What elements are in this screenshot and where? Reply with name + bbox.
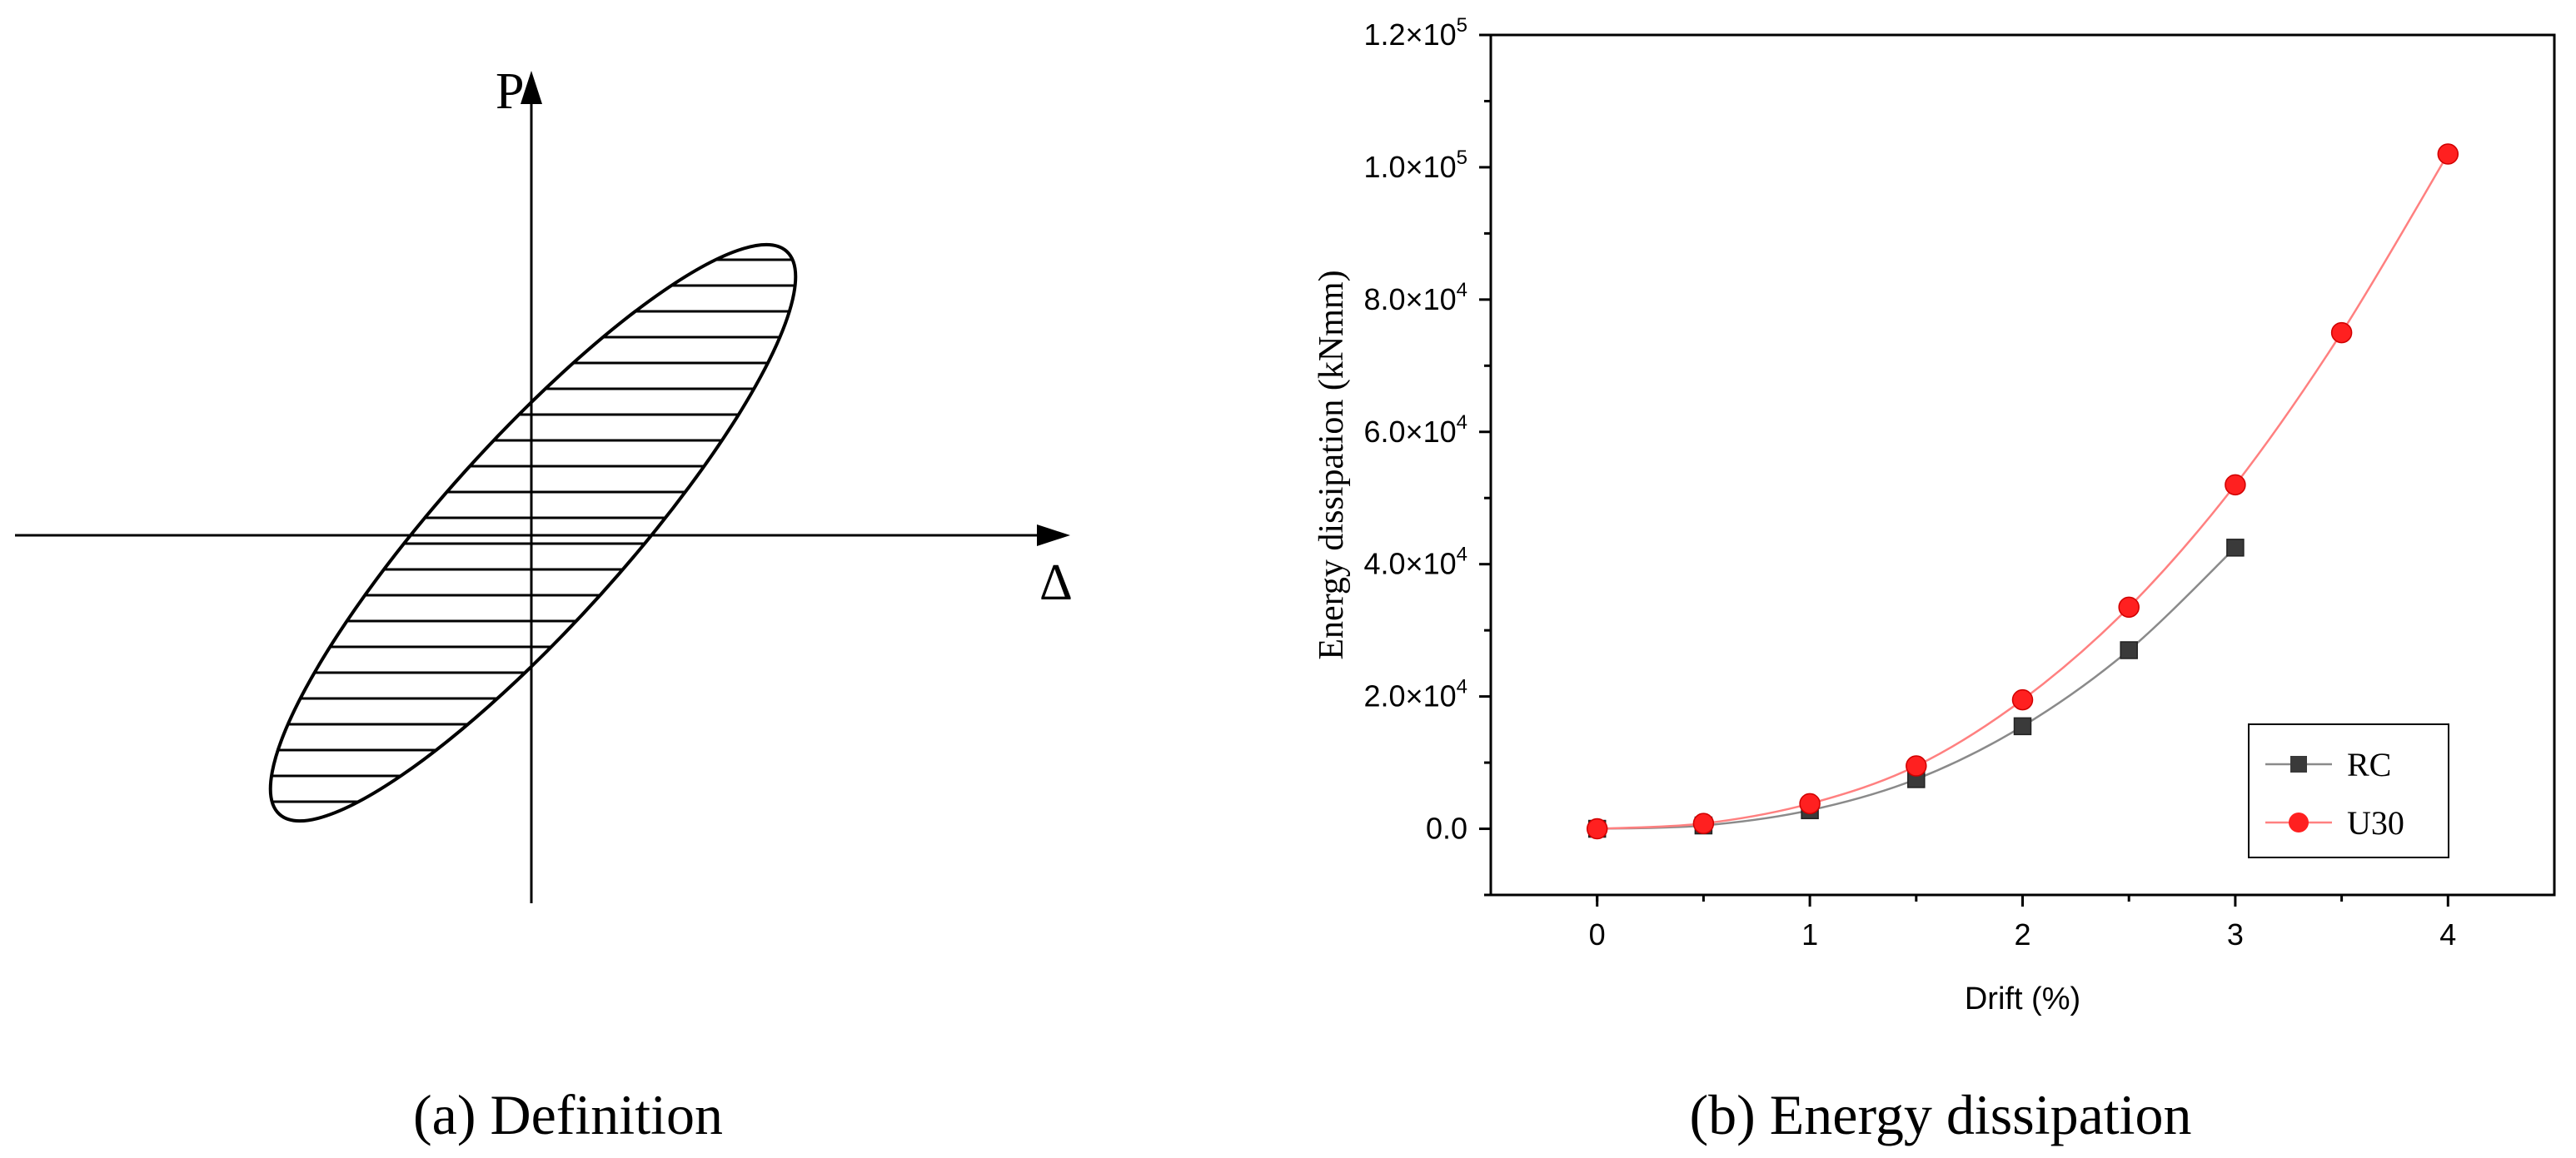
y-tick-label: 1.2×105 <box>1364 14 1467 52</box>
panel-a-y-axis-arrow-icon <box>521 71 542 104</box>
legend-marker <box>2290 756 2307 773</box>
series-u30 <box>1586 143 2459 840</box>
series-line <box>1597 153 2449 830</box>
data-point <box>1586 818 1608 840</box>
legend-marker <box>2289 813 2309 832</box>
y-tick-label: 2.0×104 <box>1364 676 1467 713</box>
loop-hatching <box>211 206 855 829</box>
x-tick-label: 3 <box>2227 917 2244 952</box>
y-tick-label: 0.0 <box>1426 812 1467 846</box>
hysteresis-loop <box>268 242 798 823</box>
panel-a-definition: P Δ <box>15 63 1073 903</box>
data-point <box>1906 755 1927 777</box>
x-axis-title: Drift (%) <box>1965 982 2080 1016</box>
data-point <box>1799 793 1821 815</box>
y-axis-title: Energy dissipation (kNmm) <box>1313 270 1351 659</box>
panel-a-x-axis-arrow-icon <box>1037 524 1070 546</box>
legend: RC U30 <box>2248 723 2449 858</box>
data-point <box>2330 321 2353 344</box>
x-tick-label: 2 <box>2014 917 2030 952</box>
panel-a-y-axis-label: P <box>496 63 524 120</box>
legend-label: RC <box>2347 746 2391 783</box>
legend-box <box>2248 723 2449 858</box>
y-tick-label: 6.0×104 <box>1364 411 1467 449</box>
data-point <box>1692 813 1715 834</box>
y-tick-label: 4.0×104 <box>1364 544 1467 581</box>
data-point <box>2226 539 2245 557</box>
series-rc <box>1587 539 2245 838</box>
x-tick-label: 0 <box>1589 917 1606 952</box>
y-tick-label: 1.0×105 <box>1364 147 1467 184</box>
data-point <box>2013 717 2032 736</box>
panel-a-x-axis-label: Δ <box>1039 554 1073 611</box>
axis-ticks: 0 1 2 3 4 0.0 2.0×104 4.0×104 6.0×104 8.0×104 1.0×… <box>1364 14 2457 952</box>
energy-dissipation-chart: 0 1 2 3 4 0.0 2.0×104 4.0×104 6.0×104 8.0×104 1.0×… <box>1313 14 2556 1016</box>
panel-b-caption: (b) Energy dissipation <box>1689 1083 2192 1146</box>
data-point <box>2118 596 2140 619</box>
panel-a-caption: (a) Definition <box>413 1083 723 1146</box>
data-point <box>2225 474 2246 496</box>
series-layer <box>1586 143 2459 840</box>
y-tick-label: 8.0×104 <box>1364 279 1467 316</box>
data-point <box>2437 143 2459 165</box>
x-tick-label: 4 <box>2439 917 2456 952</box>
data-point <box>2120 641 2138 659</box>
x-tick-label: 1 <box>1801 917 1818 952</box>
data-point <box>2011 688 2034 711</box>
legend-label: U30 <box>2347 804 2404 842</box>
